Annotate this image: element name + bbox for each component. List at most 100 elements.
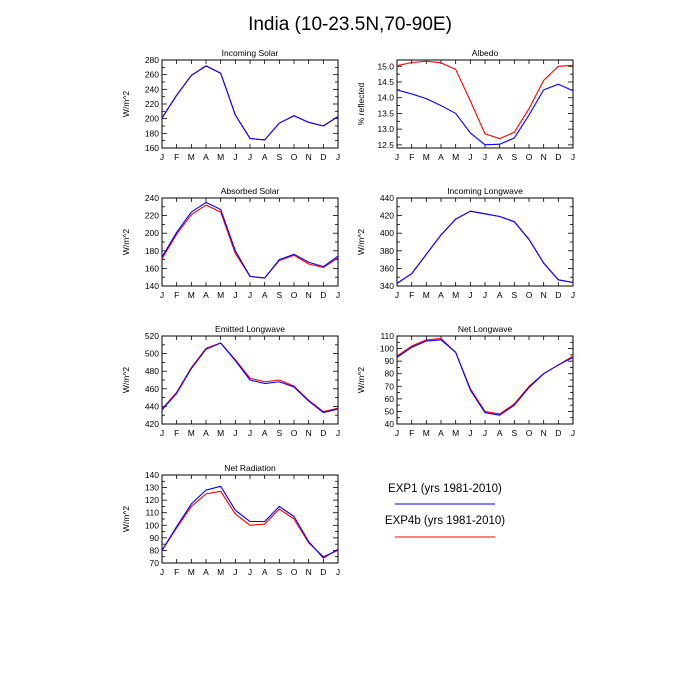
y-tick-label: 200 <box>145 114 159 124</box>
y-tick-label: 180 <box>145 246 159 256</box>
y-tick-label: 480 <box>145 366 159 376</box>
panel-title: Net Radiation <box>224 463 276 473</box>
series-line-exp1 <box>396 83 574 146</box>
y-tick-label: 100 <box>145 520 159 530</box>
x-tick-label: J <box>248 152 252 162</box>
y-tick-label: 130 <box>145 483 159 493</box>
x-tick-label: O <box>291 567 298 577</box>
x-tick-label: J <box>233 567 237 577</box>
y-tick-label: 160 <box>145 263 159 273</box>
x-tick-label: J <box>248 567 252 577</box>
x-tick-label: S <box>511 290 517 300</box>
x-tick-label: J <box>336 567 340 577</box>
y-tick-label: 420 <box>380 211 394 221</box>
x-tick-label: J <box>160 428 164 438</box>
plot-frame <box>161 59 339 149</box>
y-tick-label: 500 <box>145 349 159 359</box>
series-line-exp1 <box>161 201 339 279</box>
y-tick-label: 140 <box>145 470 159 480</box>
y-tick-label: 13.5 <box>377 108 394 118</box>
x-tick-label: N <box>306 428 312 438</box>
x-tick-label: M <box>452 152 459 162</box>
y-tick-label: 440 <box>145 401 159 411</box>
y-tick-label: 220 <box>145 99 159 109</box>
x-tick-label: O <box>526 290 533 300</box>
y-tick-label: 460 <box>145 384 159 394</box>
x-tick-label: M <box>452 428 459 438</box>
x-tick-label: J <box>160 290 164 300</box>
y-tick-label: 90 <box>150 533 160 543</box>
y-tick-label: 380 <box>380 246 394 256</box>
y-tick-label: 240 <box>145 84 159 94</box>
x-tick-label: J <box>571 428 575 438</box>
y-tick-label: 440 <box>380 193 394 203</box>
y-tick-label: 70 <box>385 381 395 391</box>
x-tick-label: M <box>217 152 224 162</box>
x-tick-label: D <box>320 290 326 300</box>
series-line-exp4b <box>396 60 574 140</box>
series-line-exp4b <box>161 342 339 413</box>
x-tick-label: A <box>262 290 268 300</box>
y-tick-label: 80 <box>385 369 395 379</box>
x-tick-label: M <box>423 290 430 300</box>
legend: EXP1 (yrs 1981-2010) EXP4b (yrs 1981-201… <box>385 483 505 538</box>
x-tick-label: J <box>483 428 487 438</box>
y-tick-label: 140 <box>145 281 159 291</box>
x-tick-label: F <box>174 290 179 300</box>
y-tick-label: 110 <box>145 508 159 518</box>
x-tick-label: S <box>276 290 282 300</box>
y-tick-label: 15.0 <box>377 61 394 71</box>
x-tick-label: N <box>306 567 312 577</box>
panel-title: Incoming Solar <box>222 48 279 58</box>
x-tick-label: M <box>217 567 224 577</box>
x-tick-label: A <box>203 152 209 162</box>
panel-title: Absorbed Solar <box>221 186 280 196</box>
y-tick-label: 40 <box>385 419 395 429</box>
x-tick-label: M <box>188 428 195 438</box>
x-tick-label: O <box>291 428 298 438</box>
y-tick-label: 180 <box>145 128 159 138</box>
main-title: India (10-23.5N,70-90E) <box>248 14 452 35</box>
x-tick-label: A <box>438 152 444 162</box>
y-tick-label: 13.0 <box>377 124 394 134</box>
x-tick-label: N <box>306 152 312 162</box>
x-tick-label: M <box>188 567 195 577</box>
x-tick-label: S <box>276 428 282 438</box>
y-tick-label: 70 <box>150 558 160 568</box>
y-axis-label: W/m^2 <box>121 506 131 532</box>
legend-label-exp4b: EXP4b (yrs 1981-2010) <box>385 515 505 527</box>
y-tick-label: 280 <box>145 55 159 65</box>
series-line-exp4b <box>161 490 339 558</box>
x-tick-label: J <box>160 152 164 162</box>
x-tick-label: M <box>423 428 430 438</box>
x-tick-label: J <box>395 152 399 162</box>
y-tick-label: 220 <box>145 211 159 221</box>
y-tick-label: 520 <box>145 331 159 341</box>
x-tick-label: A <box>438 428 444 438</box>
panel-title: Emitted Longwave <box>215 324 285 334</box>
x-tick-label: O <box>526 152 533 162</box>
plot-frame <box>396 59 574 149</box>
series-line-exp4b <box>161 65 339 141</box>
panel-title: Net Longwave <box>458 324 513 334</box>
y-tick-label: 80 <box>150 545 160 555</box>
x-tick-label: J <box>395 290 399 300</box>
y-tick-label: 50 <box>385 406 395 416</box>
series-line-exp1 <box>161 485 339 559</box>
x-tick-label: O <box>291 290 298 300</box>
x-tick-label: A <box>497 428 503 438</box>
y-axis-label: W/m^2 <box>121 229 131 255</box>
x-tick-label: O <box>291 152 298 162</box>
x-tick-label: S <box>276 567 282 577</box>
x-tick-label: J <box>160 567 164 577</box>
x-tick-label: A <box>203 428 209 438</box>
x-tick-label: J <box>483 152 487 162</box>
